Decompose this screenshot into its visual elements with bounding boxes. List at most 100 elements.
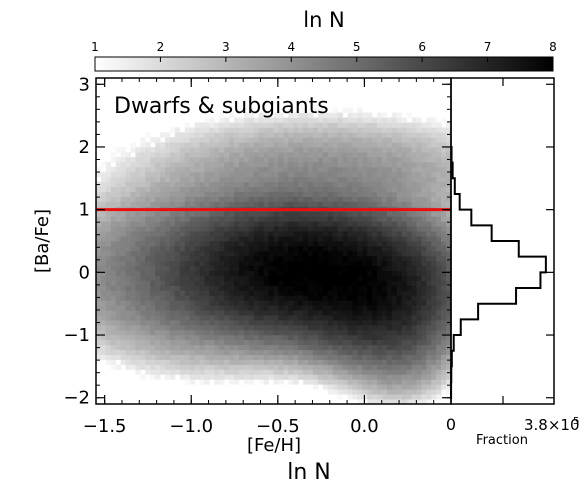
- heatmap-cell: [229, 226, 235, 232]
- heatmap-cell: [406, 241, 412, 247]
- heatmap-cell: [421, 320, 427, 326]
- heatmap-cell: [293, 275, 299, 281]
- heatmap-cell: [179, 344, 186, 351]
- heatmap-cell: [317, 300, 324, 306]
- heatmap-cell: [140, 280, 146, 286]
- heatmap-cell: [337, 112, 343, 118]
- heatmap-cell: [357, 275, 363, 281]
- heatmap-cell: [238, 310, 245, 316]
- heatmap-cell: [155, 374, 161, 380]
- heatmap-cell: [165, 354, 171, 360]
- heatmap-cell: [303, 320, 309, 326]
- heatmap-cell: [179, 260, 186, 267]
- heatmap-cell: [194, 161, 200, 168]
- heatmap-cell: [229, 285, 235, 291]
- heatmap-cell: [135, 161, 141, 168]
- heatmap-cell: [377, 329, 383, 336]
- heatmap-cell: [179, 364, 186, 370]
- heatmap-cell: [436, 290, 442, 296]
- heatmap-cell: [140, 339, 146, 346]
- heatmap-cell: [288, 171, 294, 178]
- heatmap-cell: [229, 245, 235, 252]
- heatmap-cell: [298, 245, 304, 252]
- heatmap-cell: [322, 181, 329, 188]
- heatmap-cell: [362, 270, 368, 276]
- heatmap-cell: [273, 250, 279, 257]
- heatmap-cell: [120, 359, 126, 365]
- heatmap-cell: [204, 339, 210, 346]
- heatmap-cell: [100, 181, 107, 188]
- heatmap-cell: [115, 236, 122, 242]
- heatmap-cell: [441, 186, 447, 193]
- heatmap-cell: [312, 295, 319, 301]
- heatmap-cell: [298, 339, 304, 346]
- heatmap-cell: [125, 226, 131, 232]
- heatmap-cell: [155, 231, 161, 237]
- heatmap-cell: [248, 270, 255, 276]
- heatmap-cell: [278, 181, 284, 188]
- heatmap-cell: [160, 369, 166, 375]
- heatmap-cell: [386, 186, 393, 193]
- heatmap-cell: [189, 216, 196, 222]
- heatmap-cell: [342, 295, 348, 301]
- heatmap-cell: [150, 231, 156, 237]
- heatmap-cell: [288, 349, 294, 356]
- heatmap-cell: [140, 290, 146, 296]
- heatmap-cell: [401, 349, 408, 356]
- heatmap-cell: [135, 315, 141, 321]
- heatmap-cell: [386, 389, 393, 395]
- heatmap-cell: [372, 260, 378, 267]
- heatmap-cell: [337, 329, 343, 336]
- heatmap-cell: [337, 374, 343, 380]
- heatmap-cell: [386, 231, 393, 237]
- heatmap-cell: [189, 221, 196, 227]
- heatmap-cell: [184, 260, 191, 267]
- heatmap-cell: [273, 231, 279, 237]
- heatmap-cell: [401, 255, 408, 262]
- heatmap-cell: [317, 255, 324, 262]
- heatmap-cell: [184, 226, 191, 232]
- heatmap-cell: [327, 152, 334, 158]
- heatmap-cell: [337, 315, 343, 321]
- heatmap-cell: [386, 344, 393, 351]
- heatmap-cell: [426, 260, 432, 267]
- heatmap-cell: [303, 255, 309, 262]
- heatmap-cell: [283, 231, 289, 237]
- heatmap-cell: [219, 379, 225, 385]
- heatmap-cell: [273, 166, 279, 173]
- heatmap-cell: [283, 171, 289, 178]
- heatmap-cell: [145, 265, 151, 272]
- heatmap-cell: [224, 176, 230, 183]
- heatmap-cell: [401, 295, 408, 301]
- heatmap-cell: [268, 241, 274, 247]
- heatmap-cell: [243, 265, 250, 272]
- heatmap-cell: [258, 236, 265, 242]
- heatmap-cell: [337, 171, 343, 178]
- heatmap-cell: [411, 152, 417, 158]
- heatmap-cell: [362, 285, 368, 291]
- heatmap-cell: [372, 329, 378, 336]
- heatmap-cell: [308, 320, 314, 326]
- heatmap-cell: [160, 280, 166, 286]
- heatmap-cell: [238, 211, 245, 217]
- heatmap-cell: [150, 191, 156, 197]
- heatmap-cell: [411, 359, 417, 365]
- heatmap-cell: [421, 226, 427, 232]
- heatmap-cell: [421, 379, 427, 385]
- heatmap-cell: [312, 280, 319, 286]
- heatmap-cell: [224, 364, 230, 370]
- heatmap-cell: [209, 186, 215, 193]
- heatmap-cell: [372, 265, 378, 272]
- heatmap-cell: [199, 122, 205, 128]
- heatmap-cell: [229, 300, 235, 306]
- heatmap-cell: [381, 320, 388, 326]
- heatmap-cell: [357, 166, 363, 173]
- heatmap-cell: [441, 117, 447, 123]
- heatmap-cell: [312, 364, 319, 370]
- heatmap-cell: [431, 389, 437, 395]
- heatmap-cell: [140, 161, 146, 168]
- heatmap-cell: [377, 112, 383, 118]
- heatmap-cell: [317, 112, 324, 118]
- heatmap-cell: [125, 196, 131, 202]
- heatmap-cell: [194, 315, 200, 321]
